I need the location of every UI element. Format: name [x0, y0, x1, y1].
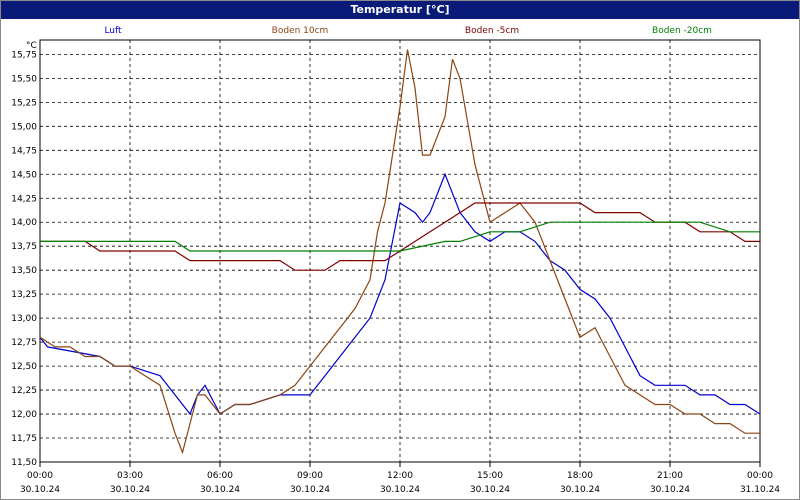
- y-tick-label: 15,75: [11, 50, 37, 60]
- legend-entry: Boden -5cm: [465, 26, 519, 36]
- x-tick-date-label: 30.10.24: [200, 485, 240, 495]
- y-axis-ticks: 15,75 15,50 15,25 15,00 14,75 14,50 14,25 14,00…: [11, 50, 37, 468]
- x-tick-date-label: 30.10.24: [110, 485, 150, 495]
- y-tick-label: 13,25: [11, 290, 37, 300]
- x-tick-date-label: 30.10.24: [560, 485, 600, 495]
- y-tick-label: 11,75: [11, 434, 37, 444]
- x-tick-time-label: 21:00: [657, 471, 683, 481]
- x-tick-date-label: 30.10.24: [470, 485, 510, 495]
- x-tick-time-label: 15:00: [477, 471, 503, 481]
- y-tick-label: 12,75: [11, 338, 37, 348]
- y-tick-label: 14,50: [11, 170, 37, 180]
- x-tick-date-label: 31.10.24: [740, 485, 780, 495]
- y-tick-label: 15,25: [11, 98, 37, 108]
- y-tick-label: 13,50: [11, 266, 37, 276]
- legend-entry: Boden 10cm: [272, 26, 329, 36]
- y-tick-label: 14,75: [11, 146, 37, 156]
- x-tick-date-label: 30.10.24: [290, 485, 330, 495]
- y-tick-label: 13,75: [11, 242, 37, 252]
- y-tick-label: 12,00: [11, 410, 37, 420]
- y-tick-label: 14,00: [11, 218, 37, 228]
- x-axis-ticks: 00:00 30.10.24 03:00 30.10.24 06:00 30.10.24 0…: [20, 462, 780, 495]
- legend: Luft Boden 10cm Boden -5cm Boden -20cm: [104, 26, 712, 36]
- series-line-boden-10cm: [39, 49, 760, 455]
- y-tick-label: 11,50: [11, 458, 37, 468]
- y-tick-label: 12,50: [11, 362, 37, 372]
- y-tick-label: 14,25: [11, 194, 37, 204]
- y-tick-label: 12,25: [11, 386, 37, 396]
- x-tick-date-label: 30.10.24: [380, 485, 420, 495]
- y-tick-label: 15,50: [11, 74, 37, 84]
- series-line-luft: [39, 172, 761, 416]
- x-tick-date-label: 30.10.24: [650, 485, 690, 495]
- x-tick-time-label: 03:00: [117, 471, 143, 481]
- x-tick-time-label: 06:00: [207, 471, 233, 481]
- x-tick-time-label: 00:00: [27, 471, 53, 481]
- series-line-boden-20cm: [40, 221, 760, 252]
- y-axis-unit-label: °C: [26, 41, 37, 51]
- x-tick-time-label: 18:00: [567, 471, 593, 481]
- legend-entry: Boden -20cm: [652, 26, 712, 36]
- x-tick-date-label: 30.10.24: [20, 485, 60, 495]
- legend-entry: Luft: [104, 26, 122, 36]
- series-lines: [39, 49, 761, 455]
- x-tick-time-label: 09:00: [297, 471, 323, 481]
- y-tick-label: 15,00: [11, 122, 37, 132]
- x-tick-time-label: 12:00: [387, 471, 413, 481]
- x-tick-time-label: 00:00: [747, 471, 773, 481]
- y-tick-label: 13,00: [11, 314, 37, 324]
- chart-title: Temperatur [°C]: [1, 1, 799, 19]
